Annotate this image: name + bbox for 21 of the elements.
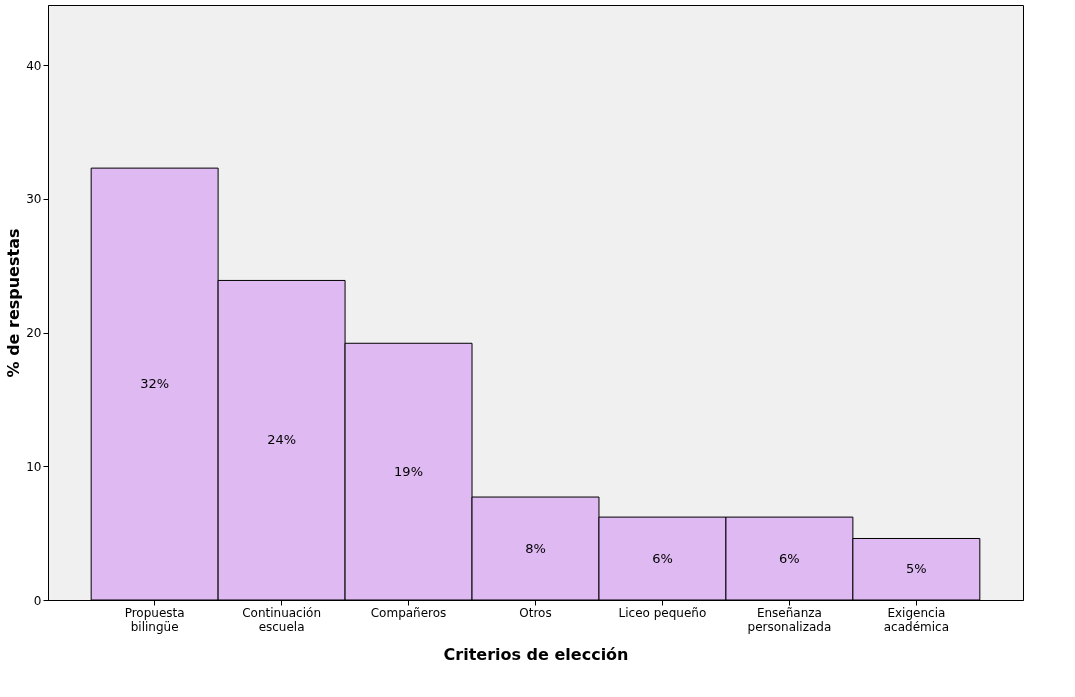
y-tick-label: 10: [26, 459, 42, 474]
data-label: 6%: [779, 550, 800, 566]
x-tick-label: Exigencia académica: [883, 605, 949, 634]
y-tick-label: 0: [33, 593, 42, 608]
x-tick-label: Liceo pequeño: [618, 605, 707, 620]
x-tick-label: Continuación escuela: [242, 605, 321, 634]
data-label: 6%: [652, 550, 673, 566]
y-axis-title: % de respuestas: [4, 228, 24, 378]
data-label: 32%: [140, 376, 170, 392]
y-tick-label: 30: [26, 192, 42, 207]
data-label: 19%: [394, 463, 423, 479]
x-tick-label: Propuesta bilingüe: [124, 605, 185, 634]
data-label: 5%: [906, 561, 927, 577]
y-tick-label: 40: [26, 58, 42, 73]
x-tick-label: Otros: [519, 605, 552, 620]
x-axis-title: Criterios de elección: [443, 644, 629, 664]
x-tick-label: Compañeros: [370, 605, 447, 620]
data-label: 24%: [267, 432, 297, 448]
data-label: 8%: [525, 540, 546, 556]
y-tick-label: 20: [26, 326, 42, 341]
x-tick-label: Enseñanza personalizada: [747, 605, 832, 634]
